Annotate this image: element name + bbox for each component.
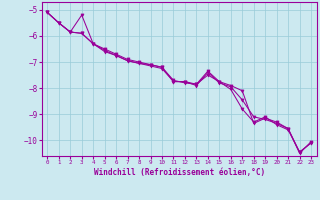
X-axis label: Windchill (Refroidissement éolien,°C): Windchill (Refroidissement éolien,°C) [94,168,265,177]
